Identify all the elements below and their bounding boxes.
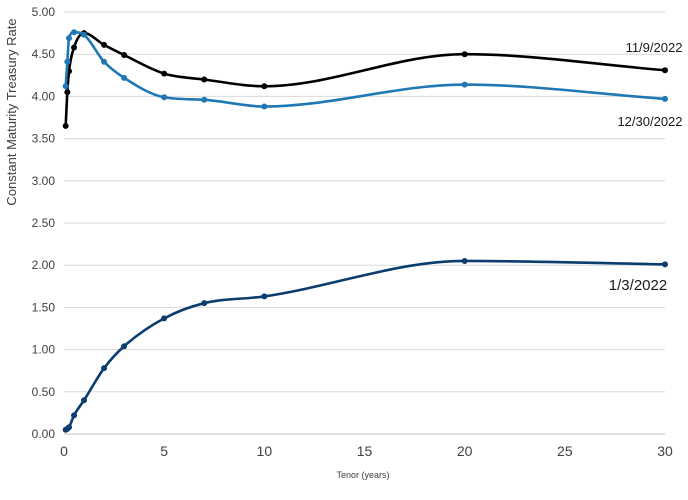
y-tick-label: 3.50 (32, 132, 56, 146)
series-line (64, 31, 667, 128)
data-point (66, 35, 73, 42)
data-point (101, 58, 108, 65)
y-tick-label: 4.00 (32, 89, 56, 103)
data-point (121, 343, 128, 350)
data-point (71, 29, 78, 36)
x-axis-title: Tenor (years) (336, 470, 389, 480)
series-1 (62, 30, 668, 129)
data-point (121, 52, 128, 59)
data-point (261, 293, 268, 300)
series-layer (62, 29, 668, 433)
data-point (662, 95, 668, 102)
series-label: 1/3/2022 (609, 277, 667, 294)
x-tick-label: 15 (357, 443, 373, 459)
data-point (662, 261, 668, 268)
data-point (62, 83, 69, 90)
y-tick-label: 0.00 (32, 427, 56, 441)
data-point (81, 397, 88, 404)
data-point (461, 257, 468, 264)
data-point (261, 103, 268, 110)
y-tick-label: 2.00 (32, 258, 56, 272)
y-tick-label: 1.00 (32, 343, 56, 357)
y-tick-label: 1.50 (32, 300, 56, 314)
data-point (71, 44, 78, 51)
data-point (261, 83, 268, 90)
data-point (66, 424, 73, 431)
y-axis-title: Constant Maturity Treasury Rate (4, 18, 19, 205)
data-point (201, 76, 208, 83)
x-tick-label: 5 (160, 443, 168, 459)
data-point (461, 81, 468, 88)
data-point (71, 412, 78, 419)
x-tick-label: 10 (257, 443, 273, 459)
y-tick-label: 4.50 (32, 47, 56, 61)
series-0 (62, 257, 668, 433)
data-point (161, 94, 168, 101)
data-point (121, 74, 128, 81)
grid-layer (64, 11, 665, 435)
data-point (201, 300, 208, 307)
y-tick-label: 3.00 (32, 174, 56, 188)
data-point (62, 122, 69, 129)
data-point (161, 70, 168, 77)
data-point (101, 41, 108, 48)
x-tick-label: 30 (657, 443, 673, 459)
data-point (64, 58, 71, 65)
y-tick-label: 5.00 (32, 5, 56, 19)
series-2 (62, 29, 668, 110)
label-layer: 1/3/2022 11/9/2022 12/30/2022 (609, 40, 683, 294)
series-label: 11/9/2022 (626, 40, 683, 55)
data-point (64, 89, 71, 96)
x-tick-label: 20 (457, 443, 473, 459)
axis-layer: 0.00 0.50 1.00 1.50 2.00 2.50 3.00 3.50 4.00 4.50… (32, 5, 673, 459)
series-label: 12/30/2022 (617, 114, 682, 129)
y-tick-label: 2.50 (32, 216, 56, 230)
x-tick-label: 0 (60, 443, 68, 459)
data-point (201, 96, 208, 103)
data-point (662, 67, 668, 74)
x-tick-label: 25 (557, 443, 573, 459)
y-tick-label: 0.50 (32, 385, 56, 399)
data-point (101, 365, 108, 372)
data-point (81, 31, 88, 38)
series-line (64, 259, 667, 432)
data-point (461, 51, 468, 58)
data-point (161, 315, 168, 322)
